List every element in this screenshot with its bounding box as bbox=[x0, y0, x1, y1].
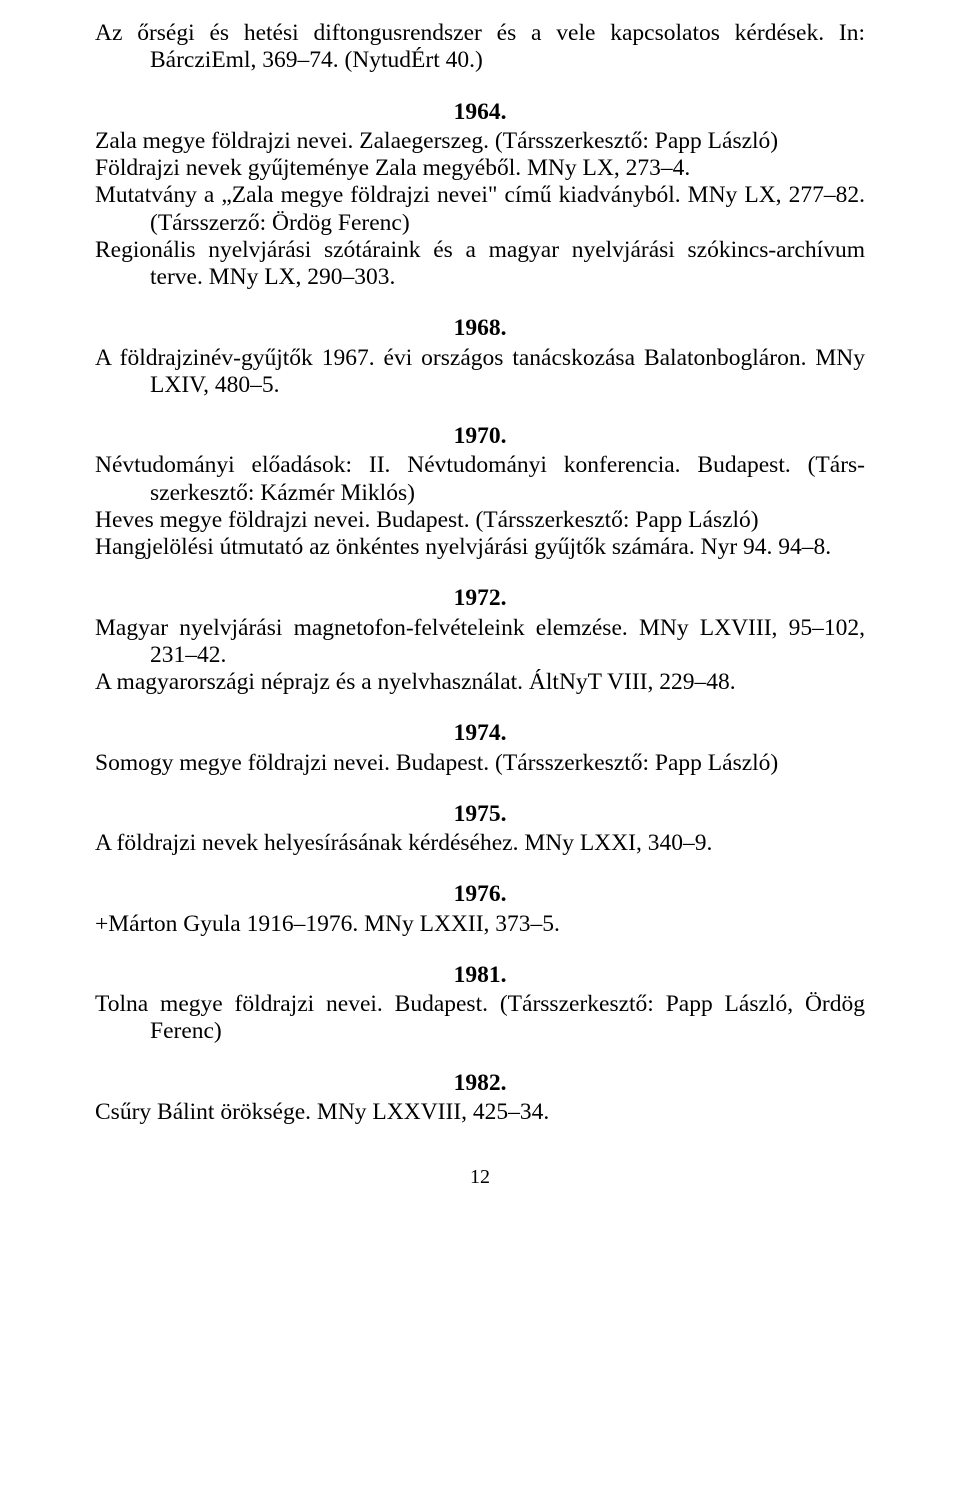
page-container: Az őrségi és hetési diftongusrendszer és… bbox=[0, 0, 960, 1492]
bibliography-entry: Névtudományi előadások: II. Névtudományi… bbox=[95, 452, 865, 507]
bibliography-entry: Az őrségi és hetési diftongusrendszer és… bbox=[95, 20, 865, 75]
year-heading: 1970. bbox=[95, 423, 865, 450]
year-heading: 1981. bbox=[95, 962, 865, 989]
bibliography-entry: Mutatvány a „Zala megye földrajzi nevei"… bbox=[95, 182, 865, 237]
bibliography-entry: +Márton Gyula 1916–1976. MNy LXXII, 373–… bbox=[95, 911, 865, 938]
page-number: 12 bbox=[95, 1166, 865, 1189]
bibliography-entry: Hangjelölési útmutató az önkéntes nyelvj… bbox=[95, 534, 865, 561]
bibliography-entry: Zala megye földrajzi nevei. Zalaegerszeg… bbox=[95, 128, 865, 155]
bibliography-entry: Magyar nyelvjárási magnetofon-felvételei… bbox=[95, 615, 865, 670]
bibliography-entry: Csűry Bálint öröksége. MNy LXXVIII, 425–… bbox=[95, 1099, 865, 1126]
year-heading: 1968. bbox=[95, 315, 865, 342]
year-heading: 1964. bbox=[95, 99, 865, 126]
bibliography-entry: Tolna megye földrajzi nevei. Budapest. (… bbox=[95, 991, 865, 1046]
bibliography-entry: Regionális nyelvjárási szótáraink és a m… bbox=[95, 237, 865, 292]
bibliography-entry: Heves megye földrajzi nevei. Budapest. (… bbox=[95, 507, 865, 534]
year-heading: 1976. bbox=[95, 881, 865, 908]
bibliography-entry: Földrajzi nevek gyűjteménye Zala megyébő… bbox=[95, 155, 865, 182]
year-heading: 1982. bbox=[95, 1070, 865, 1097]
year-heading: 1975. bbox=[95, 801, 865, 828]
year-heading: 1974. bbox=[95, 720, 865, 747]
bibliography-entry: Somogy megye földrajzi nevei. Budapest. … bbox=[95, 750, 865, 777]
bibliography-entry: A magyarországi néprajz és a nyelvhaszná… bbox=[95, 669, 865, 696]
bibliography-entry: A földrajzinév-gyűjtők 1967. évi országo… bbox=[95, 345, 865, 400]
year-heading: 1972. bbox=[95, 585, 865, 612]
bibliography-entry: A földrajzi nevek helyesírásának kérdésé… bbox=[95, 830, 865, 857]
